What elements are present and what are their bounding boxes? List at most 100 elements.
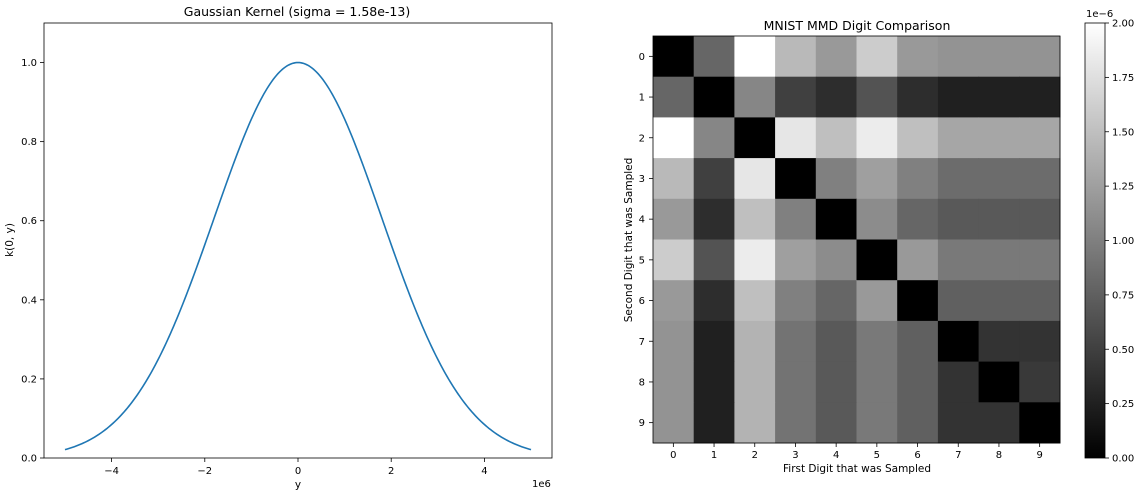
x-tick-label: 2 [388,466,394,477]
heatmap-cell [693,36,735,78]
heatmap-cell [693,280,735,322]
colorbar-tick-label: 0.50 [1112,345,1134,356]
heatmap-cell [978,280,1020,322]
heatmap-x-tick-label: 0 [670,450,676,461]
heatmap-cell [978,361,1020,403]
heatmap-cell [1019,361,1061,403]
heatmap-cell [897,76,939,118]
heatmap-cell [1019,117,1061,159]
heatmap-cell [653,158,695,200]
heatmap-x-tick-label: 1 [711,450,717,461]
y-tick-label: 0.6 [21,216,37,227]
line-chart-y-axis: 0.0 0.2 0.4 0.6 0.8 1.0 [21,58,44,465]
heatmap-cell [978,239,1020,281]
series-line [64,61,532,451]
heatmap-cell [653,36,695,78]
colorbar-tick-label: 2.00 [1112,19,1134,30]
x-tick-label: 4 [481,466,487,477]
heatmap-cell [856,76,898,118]
heatmap-cell [815,36,857,78]
heatmap-cell [734,117,776,159]
heatmap-cell [937,117,980,159]
heatmap-cell [937,280,980,322]
heatmap-cell [693,198,735,240]
heatmap-cell [978,36,1020,78]
heatmap-cell [734,158,776,200]
heatmap-cell [1019,76,1061,118]
heatmap-x-axis-label: First Digit that was Sampled [783,463,931,475]
gaussian-kernel-chart: Gaussian Kernel (sigma = 1.58e-13) 0.00.… [4,4,553,491]
heatmap-cell [1019,239,1061,281]
colorbar-axis: 0.00 0.25 0.50 0.75 1.00 1.25 1.50 1.75 2.00 [1105,19,1134,465]
heatmap-cell [856,198,898,240]
heatmap-cell [937,402,980,444]
heatmap-cell [693,239,735,281]
y-tick-label: 0.8 [21,137,37,148]
heatmap-cell [856,36,898,78]
x-tick-label: 0 [295,466,301,477]
heatmap-cell [653,280,695,322]
heatmap-cell [937,320,980,363]
heatmap-cell [815,361,857,403]
heatmap-cell [693,320,735,363]
heatmap-cell [815,402,857,444]
heatmap-cell [815,76,857,118]
heatmap-y-tick-label: 6 [639,296,645,307]
heatmap-y-tick-label: 0 [639,52,645,63]
colorbar-tick-label: 1.50 [1112,127,1134,138]
heatmap-x-axis: 0 1 2 3 4 5 6 7 8 9 [670,443,1043,461]
heatmap-cell [978,320,1020,363]
heatmap-y-axis-label: Second Digit that was Sampled [623,158,635,323]
heatmap-cell [693,402,735,444]
heatmap-cell [897,361,939,403]
heatmap-cell [734,280,776,322]
heatmap-cell [897,117,939,159]
heatmap-x-tick-label: 3 [792,450,798,461]
heatmap-x-tick-label: 9 [1036,450,1042,461]
heatmap-cell [937,36,980,78]
heatmap-cell [775,402,817,444]
heatmap-x-tick-label: 4 [833,450,839,461]
heatmap-cell [856,239,898,281]
heatmap-cell [978,198,1020,240]
heatmap-cell [856,320,898,363]
heatmap-cell [897,36,939,78]
heatmap-cell [734,320,776,363]
heatmap-cell [775,198,817,240]
heatmap-cell [937,76,980,118]
heatmap-cell [653,320,695,363]
mmd-heatmap-chart: MNIST MMD Digit Comparison 0 1 2 3 4 5 6 7 8 9 0 1… [623,9,1134,475]
heatmap-cell [937,158,980,200]
heatmap-cell [1019,198,1061,240]
heatmap-cell [1019,36,1061,78]
heatmap-cell [653,402,695,444]
y-tick-label: 0.4 [21,295,37,306]
x-tick-label: −2 [197,466,212,477]
colorbar [1084,22,1106,459]
heatmap-cell [937,198,980,240]
heatmap-cell [775,239,817,281]
colorbar-tick-label: 1.00 [1112,236,1134,247]
heatmap-cell [815,320,857,363]
heatmap-y-tick-label: 1 [639,93,645,104]
heatmap-cell [815,280,857,322]
line-chart-frame [43,22,553,459]
heatmap-cell [775,117,817,159]
colorbar-offset-label: 1e−6 [1086,9,1113,20]
heatmap-cell [815,117,857,159]
heatmap-cell [1019,402,1061,444]
heatmap-cell [693,117,735,159]
heatmap-cell [978,117,1020,159]
heatmap-cell [653,239,695,281]
heatmap-cell [815,239,857,281]
x-axis-offset-label: 1e6 [532,479,551,490]
heatmap-cell [937,239,980,281]
heatmap-cell [897,320,939,363]
heatmap-cell [734,402,776,444]
heatmap-cell [775,158,817,200]
heatmap-y-tick-label: 2 [639,133,645,144]
heatmap-cell [856,361,898,403]
heatmap-cell [856,158,898,200]
heatmap-cell [897,280,939,322]
